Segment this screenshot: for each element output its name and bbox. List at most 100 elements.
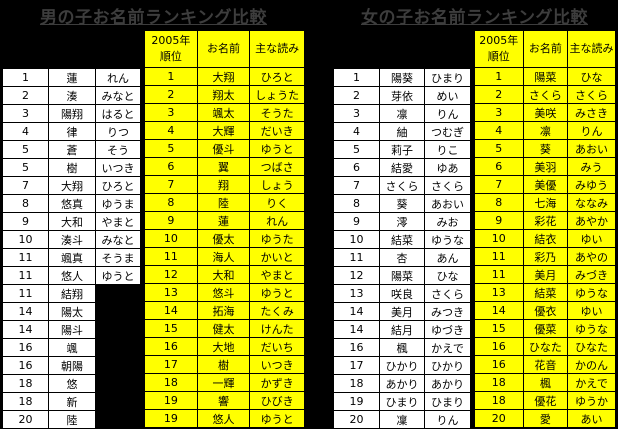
current-rank-row: 8 悠真 ゆうま <box>2 194 141 213</box>
rank-2005-row: 11 海人 かいと <box>144 247 305 266</box>
reading-cell: そう <box>95 140 141 159</box>
rank-2005-cell: 19 <box>144 409 198 428</box>
name-cell: 結月 <box>379 320 425 339</box>
rank-2005-cell: 5 <box>144 139 198 158</box>
name-2005-cell: 大翔 <box>196 67 251 86</box>
rank-2005-row: 8 陸りく <box>144 193 305 212</box>
current-rank-row: 5 莉子 りこ <box>333 140 471 159</box>
name-2005-cell: 颯太 <box>196 103 251 122</box>
rank-cell: 14 <box>333 302 380 321</box>
current-rank-row: 18 悠 <box>2 374 141 393</box>
current-rank-row: 12 陽菜 ひな <box>333 266 471 285</box>
reading-2005-cell: ゆうな <box>567 319 616 338</box>
name-2005-cell: 陽菜 <box>522 67 569 86</box>
name-2005-cell: 優太 <box>196 229 251 248</box>
current-rank-row: 13 咲良 さくら <box>333 284 471 303</box>
rank-cell: 18 <box>2 392 49 411</box>
rank-cell: 17 <box>333 356 380 375</box>
name-2005-cell: 愛 <box>522 409 569 428</box>
reading-2005-cell: たくみ <box>249 301 305 320</box>
name-cell: 悠真 <box>48 194 96 213</box>
reading-2005-cell: ひな <box>567 67 616 86</box>
name-2005-cell: ひなた <box>522 337 569 356</box>
reading-cell: ひまり <box>424 392 471 411</box>
rank-2005-row: 5 葵あおい <box>474 139 616 158</box>
reading-cell: ゆうな <box>424 230 471 249</box>
name-2005-cell: 陸 <box>196 193 251 212</box>
rank-cell: 5 <box>333 140 380 159</box>
rank-2005-cell: 8 <box>474 193 524 212</box>
rank-2005-row: 16 花音 かのん <box>474 355 616 374</box>
reading-2005-cell: ゆうか <box>567 391 616 410</box>
reading-cell: ゆあ <box>424 158 471 177</box>
rank-2005-cell: 4 <box>144 121 198 140</box>
rank-2005-row: 13 結菜 ゆうな <box>474 283 616 302</box>
reading-cell: りつ <box>95 122 141 141</box>
rank-2005-cell: 9 <box>144 211 198 230</box>
reading-2005-cell: あやの <box>567 247 616 266</box>
rank-2005-row: 18 一輝 かずき <box>144 373 305 392</box>
name-2005-cell: 一輝 <box>196 373 251 392</box>
name-cell: 律 <box>48 122 96 141</box>
rank-2005-cell: 5 <box>474 139 524 158</box>
current-rank-row: 16 朝陽 <box>2 356 141 375</box>
rank-cell: 2 <box>333 86 380 105</box>
girls-2005-ranking-table: 2005年 順位 お名前 主な読み 1 陽菜 ひな 2 さくら さくら 3 美咲 みさき 4 凛りん 5… <box>474 30 616 428</box>
name-2005-cell: 拓海 <box>196 301 251 320</box>
name-2005-cell: 樹 <box>196 355 251 374</box>
reading-2005-cell: みゆう <box>567 175 616 194</box>
current-rank-row: 4 紬つむぎ <box>333 122 471 141</box>
name-2005-cell: 優斗 <box>196 139 251 158</box>
reading-2005-cell: ゆい <box>567 301 616 320</box>
rank-2005-cell: 3 <box>144 103 198 122</box>
header-2005-rank-line2: 順位 <box>487 50 510 63</box>
name-2005-cell: 翼 <box>196 157 251 176</box>
rank-cell: 16 <box>2 356 49 375</box>
current-rank-row: 5 蒼そう <box>2 140 141 159</box>
header-2005-rank: 2005年 順位 <box>474 30 524 68</box>
rank-cell: 11 <box>2 248 49 267</box>
current-rank-row: 10 結菜 ゆうな <box>333 230 471 249</box>
name-cell: 湊 <box>48 86 96 105</box>
name-cell: 朝陽 <box>48 356 96 375</box>
reading-2005-cell: いつき <box>249 355 305 374</box>
rank-2005-row: 2 さくら さくら <box>474 85 616 104</box>
name-cell: 悠 <box>48 374 96 393</box>
rank-cell: 14 <box>2 320 49 339</box>
reading-cell: かえで <box>424 338 471 357</box>
rank-2005-cell: 14 <box>474 301 524 320</box>
name-cell: 大翔 <box>48 176 96 195</box>
rank-2005-cell: 8 <box>144 193 198 212</box>
reading-2005-cell: ひびき <box>249 391 305 410</box>
rank-2005-cell: 7 <box>474 175 524 194</box>
name-2005-cell: 大和 <box>196 265 251 284</box>
name-2005-cell: 七海 <box>522 193 569 212</box>
current-rank-row: 17 ひかり ひかり <box>333 356 471 375</box>
rank-2005-row: 3 颯太 そうた <box>144 103 305 122</box>
rank-2005-row: 11 美月 みづき <box>474 265 616 284</box>
rank-2005-row: 6 美羽 みう <box>474 157 616 176</box>
rank-2005-row: 5 優斗 ゆうと <box>144 139 305 158</box>
rank-cell: 11 <box>333 248 380 267</box>
rank-2005-row: 8 七海 ななみ <box>474 193 616 212</box>
name-2005-cell: 蓮 <box>196 211 251 230</box>
rank-2005-cell: 7 <box>144 175 198 194</box>
rank-2005-cell: 11 <box>474 265 524 284</box>
rank-cell: 3 <box>333 104 380 123</box>
name-cell: 新 <box>48 392 96 411</box>
current-rank-row: 18 あかり あかり <box>333 374 471 393</box>
rank-2005-cell: 10 <box>474 229 524 248</box>
reading-cell: みなと <box>95 230 141 249</box>
header-2005-rank-line1: 2005年 <box>151 34 191 48</box>
reading-cell: つむぎ <box>424 122 471 141</box>
name-cell: 蒼 <box>48 140 96 159</box>
rank-2005-row: 18 優花 ゆうか <box>474 391 616 410</box>
reading-2005-cell: つばさ <box>249 157 305 176</box>
name-2005-cell: 凛 <box>522 121 569 140</box>
name-cell: ひかり <box>379 356 425 375</box>
rank-cell: 1 <box>333 68 380 87</box>
name-2005-cell: 優衣 <box>522 301 569 320</box>
rank-2005-row: 19 響ひびき <box>144 391 305 410</box>
reading-cell <box>96 375 141 393</box>
reading-cell: めい <box>424 86 471 105</box>
